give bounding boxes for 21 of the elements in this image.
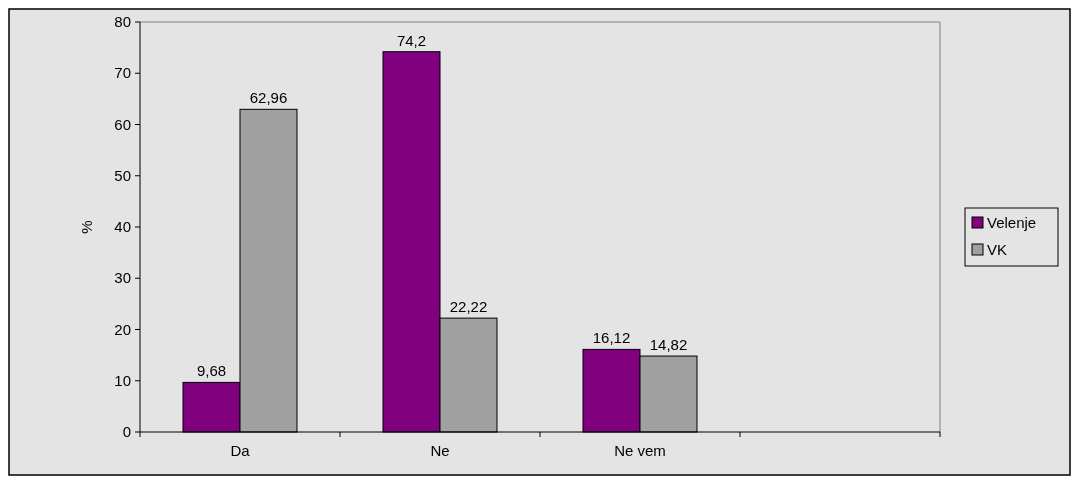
y-tick-label: 40	[114, 218, 131, 235]
data-label: 16,12	[592, 329, 631, 347]
legend-label: VK	[987, 241, 1008, 258]
legend-label: Velenje	[987, 214, 1037, 231]
data-label: 22,22	[449, 298, 488, 316]
data-label: 14,82	[649, 336, 688, 354]
y-tick-label: 80	[114, 13, 131, 30]
data-label: 62,96	[249, 89, 288, 107]
y-tick-label: 20	[114, 320, 131, 338]
y-tick-label: 50	[114, 166, 131, 184]
y-tick-label: 70	[114, 64, 131, 82]
y-tick-label: 10	[114, 371, 131, 389]
y-tick-label: 30	[114, 269, 131, 287]
y-tick-label: 60	[114, 115, 131, 133]
x-tick-label: Ne vem	[614, 442, 666, 459]
y-axis-title: %	[78, 220, 95, 234]
data-label: 74,2	[396, 31, 427, 49]
y-tick-label: 0	[122, 423, 131, 440]
x-tick-label: Da	[230, 442, 251, 459]
data-label: 9,68	[196, 362, 227, 380]
x-tick-label: Ne	[430, 442, 450, 459]
